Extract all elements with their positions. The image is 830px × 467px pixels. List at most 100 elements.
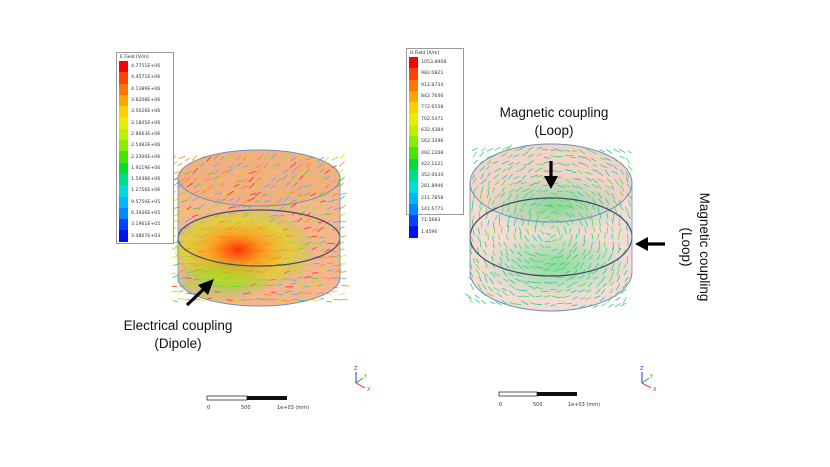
- field-vector: [472, 178, 477, 184]
- field-vector: [248, 197, 256, 202]
- field-vector: [324, 169, 331, 174]
- axis-x-label: X: [653, 387, 657, 393]
- field-vector: [472, 151, 477, 158]
- field-vector: [304, 218, 312, 223]
- field-vector: [270, 153, 277, 160]
- legend-value: 3.1961E+05: [131, 222, 161, 228]
- e-field-plot: Z Y X 0 500 1e+03 (mm): [170, 149, 371, 411]
- field-vector: [263, 199, 271, 203]
- legend-swatch: [119, 94, 128, 107]
- field-vector: [479, 151, 485, 158]
- magnetic-coupling-top-caption: Magnetic coupling (Loop): [474, 104, 634, 140]
- field-vector: [312, 262, 320, 265]
- field-vector: [284, 203, 292, 210]
- field-vector: [584, 164, 590, 168]
- field-vector: [319, 240, 326, 244]
- magnetic-coupling-side-arrow: [635, 237, 665, 251]
- field-vector: [470, 262, 472, 270]
- field-vector: [312, 255, 320, 259]
- field-vector: [200, 185, 208, 190]
- legend-value: 211.7858: [421, 195, 444, 201]
- field-vector: [339, 221, 347, 223]
- scale-bar: 0 500 1e+03 (mm): [498, 391, 600, 408]
- legend-swatch: [409, 102, 418, 114]
- field-vector: [297, 291, 303, 295]
- legend-row: 3.8208E+06: [117, 94, 173, 107]
- field-vector: [173, 213, 180, 216]
- legend-swatch: [409, 192, 418, 204]
- field-vector: [282, 213, 288, 217]
- legend-value: 3.1845E+06: [131, 120, 161, 126]
- field-vector: [255, 164, 262, 169]
- field-vector: [489, 301, 495, 305]
- field-vector: [333, 298, 341, 301]
- field-vector: [592, 169, 599, 173]
- field-vector: [485, 229, 488, 236]
- field-vector: [289, 191, 295, 194]
- legend-value: 982.0821: [421, 71, 444, 77]
- field-vector: [248, 182, 256, 189]
- magnetic-coupling-top-arrow: [544, 161, 558, 189]
- field-vector: [298, 210, 306, 217]
- field-vector: [340, 254, 347, 258]
- field-vector: [471, 147, 478, 152]
- field-vector: [221, 191, 228, 197]
- legend-swatch: [409, 181, 418, 193]
- field-vector: [227, 164, 234, 169]
- legend-title: H Field [A/m]: [410, 51, 440, 56]
- field-vector: [256, 298, 265, 300]
- field-vector: [509, 301, 515, 305]
- field-vector: [278, 206, 285, 211]
- field-vector: [310, 158, 317, 162]
- field-vector: [320, 248, 325, 252]
- field-vector: [304, 168, 310, 175]
- caption-line-2: (Loop): [534, 123, 574, 138]
- field-vector: [320, 269, 328, 272]
- field-vector: [192, 162, 200, 169]
- field-vector: [527, 168, 533, 173]
- field-vector: [213, 183, 219, 188]
- field-vector: [326, 255, 334, 258]
- field-vector: [618, 148, 626, 154]
- field-vector: [604, 169, 610, 177]
- field-vector: [609, 288, 614, 294]
- legend-value: 562.3296: [421, 139, 444, 145]
- field-vector: [339, 161, 345, 167]
- field-vector: [213, 169, 219, 175]
- field-vector: [179, 213, 185, 217]
- axis-y-label: Y: [649, 374, 654, 380]
- field-vector: [614, 178, 620, 186]
- field-vector: [235, 162, 243, 168]
- axis-triad: Z Y X: [640, 366, 657, 393]
- legend-value: 141.6771: [421, 207, 444, 212]
- field-vector: [620, 302, 627, 307]
- field-vector: [612, 148, 620, 153]
- legend-value: 632.4384: [421, 127, 444, 133]
- field-vector: [271, 177, 277, 182]
- field-vector: [214, 162, 220, 168]
- legend-row: 4.1389E+06: [117, 83, 173, 95]
- legend-row: 422.1121: [407, 158, 463, 170]
- legend-value: 492.2208: [421, 150, 444, 156]
- field-vector: [480, 173, 484, 179]
- field-vector: [320, 200, 326, 203]
- field-vector: [283, 161, 289, 166]
- field-vector: [270, 291, 276, 293]
- field-vector: [254, 199, 260, 204]
- field-vector: [221, 170, 228, 175]
- field-vector: [296, 155, 303, 160]
- scale-bar: 0 500 1e+03 (mm): [206, 395, 309, 411]
- field-vector: [291, 293, 298, 296]
- field-vector: [584, 171, 593, 175]
- field-vector: [192, 167, 199, 174]
- field-vector: [192, 177, 198, 183]
- field-vector: [469, 283, 475, 291]
- field-vector: [214, 202, 221, 209]
- field-vector: [625, 206, 629, 214]
- field-vector: [501, 300, 508, 305]
- field-vector: [185, 177, 191, 183]
- field-vector: [479, 166, 485, 172]
- field-vector: [271, 162, 277, 168]
- legend-row: 1.5938E+06: [117, 173, 173, 186]
- field-vector: [340, 299, 349, 301]
